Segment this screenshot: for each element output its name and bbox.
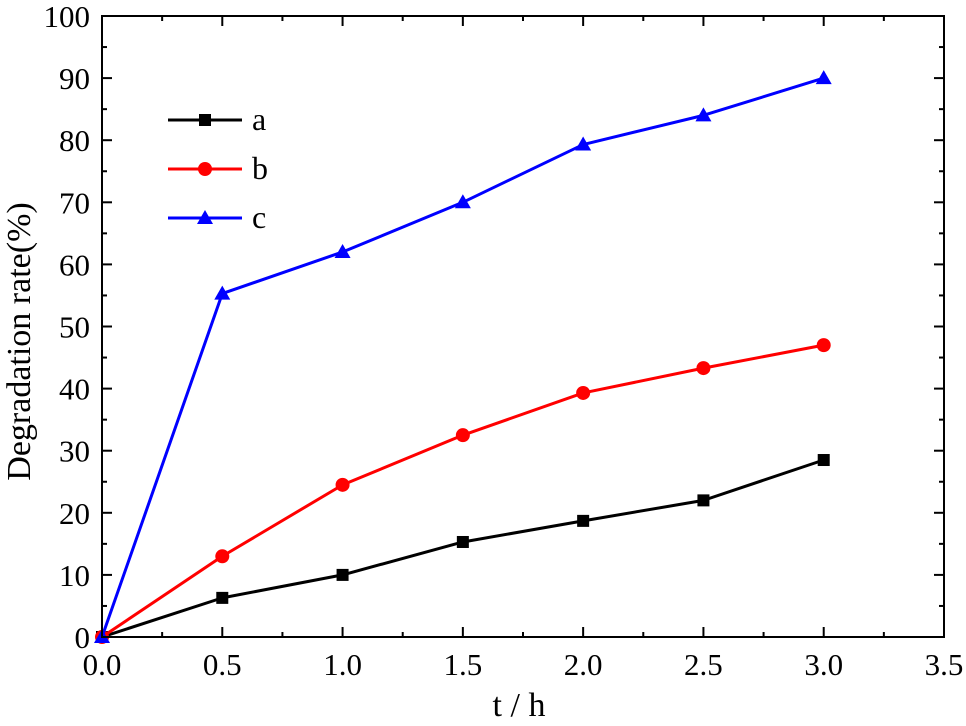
x-tick-label: 3.5 [925, 647, 964, 682]
y-tick-label: 50 [59, 310, 90, 345]
y-tick-label: 40 [59, 372, 90, 407]
x-tick-label: 1.5 [443, 647, 482, 682]
plot-frame [101, 15, 945, 638]
legend-label: b [252, 150, 268, 186]
data-point-c [214, 285, 231, 300]
legend: abc [168, 101, 268, 235]
x-tick-label: 0.0 [83, 647, 122, 682]
axis-ticks [101, 15, 945, 638]
x-axis-title-group: t / h [493, 687, 546, 724]
y-tick-label: 30 [59, 434, 90, 469]
data-point-b [696, 361, 711, 376]
y-tick-label: 60 [59, 247, 90, 282]
data-point-a [456, 535, 469, 548]
series-line-a [101, 458, 825, 639]
x-tick-label: 2.0 [564, 647, 603, 682]
x-tick-label: 1.0 [323, 647, 362, 682]
legend-marker [197, 210, 213, 224]
y-tick-label: 100 [44, 0, 91, 34]
legend-marker [199, 114, 211, 126]
y-tick-label: 20 [59, 496, 90, 531]
y-tick-label: 10 [59, 558, 90, 593]
data-point-c [575, 136, 592, 151]
x-tick-label: 2.5 [684, 647, 723, 682]
x-axis-title: t / h [493, 687, 546, 724]
data-point-b [215, 549, 230, 564]
series-b [95, 338, 831, 644]
y-axis-title: Degradation rate(%) [1, 202, 38, 480]
y-tick-label: 0 [75, 620, 91, 655]
data-point-c [695, 107, 712, 122]
data-point-a [817, 454, 830, 467]
data-point-b [816, 338, 831, 353]
legend-marker [198, 162, 212, 176]
y-tick-label: 80 [59, 123, 90, 158]
data-point-b [576, 385, 591, 400]
data-point-a [336, 568, 349, 581]
x-tick-label: 3.0 [804, 647, 843, 682]
legend-label: a [252, 101, 266, 137]
series-c [94, 70, 832, 643]
series-a [96, 454, 830, 643]
tick-labels: 0.0 0.5 1.0 1.5 2.0 2.5 3.0 3.5 0 10 20 30 40 50 60 70 8… [44, 0, 964, 682]
data-point-c [454, 194, 471, 209]
legend-item-c: c [168, 199, 266, 235]
data-point-c [815, 70, 832, 85]
y-tick-label: 70 [59, 185, 90, 220]
data-point-b [335, 477, 350, 492]
legend-item-a: a [168, 101, 266, 137]
data-point-b [455, 428, 470, 443]
legend-item-b: b [168, 150, 268, 186]
series-layer [94, 70, 832, 644]
data-point-a [697, 494, 710, 507]
data-point-a [577, 514, 590, 527]
series-line-c [100, 76, 825, 638]
y-tick-label: 90 [59, 61, 90, 96]
legend-label: c [252, 199, 266, 235]
series-line-b [101, 343, 824, 639]
y-axis-title-group: Degradation rate(%) [1, 202, 38, 480]
data-point-a [216, 591, 229, 604]
data-point-c [334, 243, 351, 258]
x-tick-label: 0.5 [203, 647, 242, 682]
